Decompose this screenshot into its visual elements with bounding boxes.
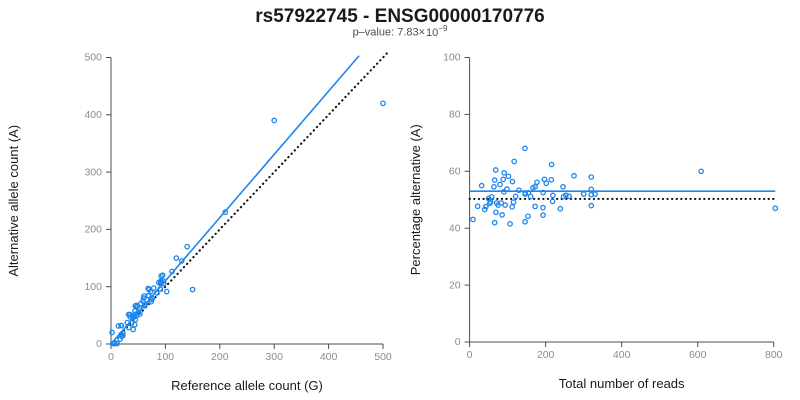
svg-text:400: 400 bbox=[320, 351, 338, 363]
svg-text:100: 100 bbox=[84, 281, 102, 293]
svg-text:Total number of reads: Total number of reads bbox=[559, 376, 685, 391]
svg-text:800: 800 bbox=[765, 349, 783, 361]
svg-text:400: 400 bbox=[84, 109, 102, 121]
svg-text:Reference allele count (G): Reference allele count (G) bbox=[171, 378, 323, 393]
svg-text:Percentage alternative (A): Percentage alternative (A) bbox=[408, 124, 423, 275]
svg-text:600: 600 bbox=[689, 349, 707, 361]
svg-text:40: 40 bbox=[449, 222, 461, 234]
svg-text:0: 0 bbox=[467, 349, 473, 361]
svg-text:20: 20 bbox=[449, 279, 461, 291]
svg-text:300: 300 bbox=[84, 166, 102, 178]
svg-text:100: 100 bbox=[443, 52, 461, 64]
svg-text:60: 60 bbox=[449, 166, 461, 178]
svg-text:400: 400 bbox=[613, 349, 631, 361]
svg-text:0: 0 bbox=[96, 338, 102, 350]
svg-text:100: 100 bbox=[157, 351, 175, 363]
svg-text:200: 200 bbox=[537, 349, 555, 361]
svg-text:200: 200 bbox=[84, 224, 102, 236]
svg-text:500: 500 bbox=[84, 52, 102, 64]
svg-text:Alternative allele count (A): Alternative allele count (A) bbox=[6, 125, 21, 277]
svg-text:0: 0 bbox=[455, 336, 461, 348]
svg-text:200: 200 bbox=[211, 351, 229, 363]
svg-text:500: 500 bbox=[374, 351, 392, 363]
svg-text:80: 80 bbox=[449, 109, 461, 121]
svg-text:0: 0 bbox=[108, 351, 114, 363]
svg-text:300: 300 bbox=[265, 351, 283, 363]
